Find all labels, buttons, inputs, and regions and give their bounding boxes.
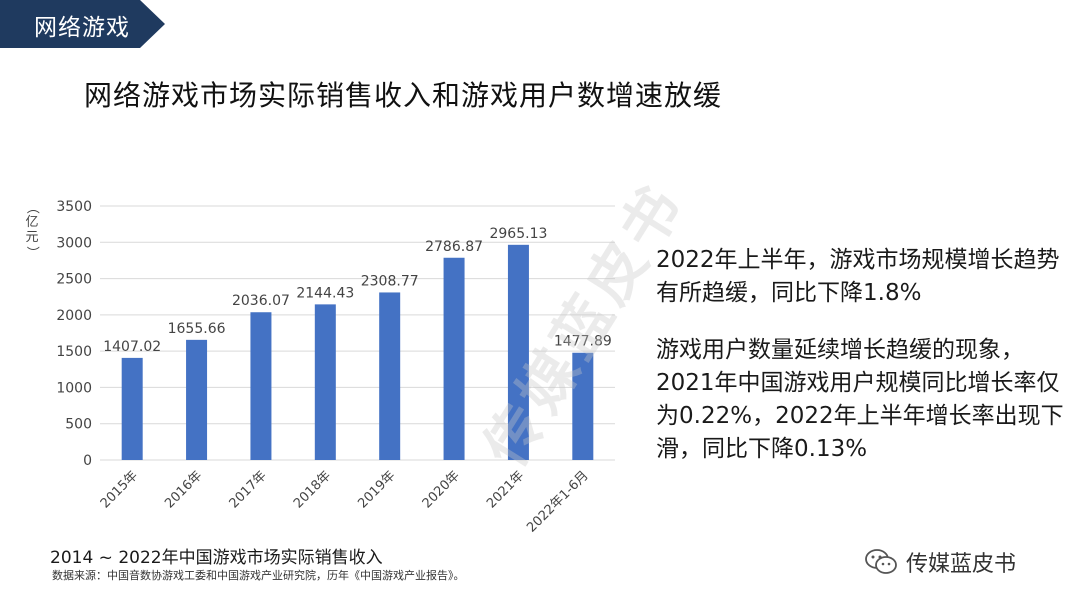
note-paragraph-1: 2022年上半年，游戏市场规模增长趋势有所趋缓，同比下降1.8% [656,247,1060,306]
x-tick-label: 2021年 [484,468,527,511]
data-label: 2308.77 [361,273,419,289]
y-tick-label: 0 [83,453,92,469]
section-tag-label: 网络游戏 [34,15,130,41]
notes-panel: 2022年上半年，游戏市场规模增长趋势有所趋缓，同比下降1.8% 游戏用户数量延… [656,244,1066,490]
bar [507,244,529,460]
x-tick-label: 2018年 [291,468,334,511]
wechat-icon [865,549,897,574]
data-label: 2786.87 [425,239,483,255]
data-label: 2036.07 [232,293,290,309]
data-source: 数据来源：中国音数协游戏工委和中国游戏产业研究院，历年《中国游戏产业报告》。 [52,569,465,582]
section-tag-shape [0,0,165,48]
bar [443,257,465,460]
x-tick-label: 2022年1-6月 [524,468,591,535]
x-tick-label: 2020年 [420,468,463,511]
y-axis-label: （亿元） [22,200,42,260]
y-tick-label: 3500 [56,199,92,215]
note-paragraph-2: 游戏用户数量延续增长趋缓的现象，2021年中国游戏用户规模同比增长率仅为0.22… [656,337,1064,462]
y-tick-label: 2500 [56,272,92,288]
x-tick-label: 2016年 [162,468,205,511]
x-tick-label: 2019年 [355,468,398,511]
y-tick-label: 500 [65,417,92,433]
bar [186,339,208,460]
data-label: 2144.43 [296,285,354,301]
brand: 传媒蓝皮书 [864,546,1016,578]
y-tick-label: 3000 [56,235,92,251]
bar [572,352,594,460]
bar [250,312,272,460]
bar [314,304,336,460]
x-tick-label: 2015年 [98,468,141,511]
y-tick-label: 2000 [56,308,92,324]
bar [379,292,401,460]
data-label: 1655.66 [168,321,226,337]
chart-caption: 2014 ~ 2022年中国游戏市场实际销售收入 [50,548,383,568]
page-title: 网络游戏市场实际销售收入和游戏用户数增速放缓 [84,79,723,112]
data-label: 1477.89 [554,334,612,350]
bar [121,357,143,460]
y-tick-label: 1500 [56,344,92,360]
data-label: 2965.13 [489,226,547,242]
x-tick-label: 2017年 [227,468,270,511]
bar-chart: 0 500 1000 1500 2000 2500 3000 3500 1407.02 2015年… [56,199,615,536]
y-axis-label-text: （亿元） [24,200,40,259]
data-label: 1407.02 [103,339,161,355]
y-tick-label: 1000 [56,380,92,396]
brand-name: 传媒蓝皮书 [906,552,1017,577]
section-tag: 网络游戏 [0,0,165,48]
